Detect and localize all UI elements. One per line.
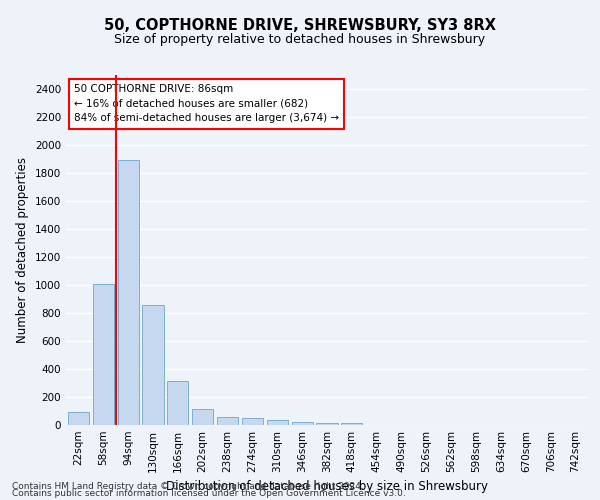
Bar (316, 423, 338, 425)
Bar (167, 381, 188, 425)
Y-axis label: Number of detached properties: Number of detached properties (16, 157, 29, 343)
Text: Contains public sector information licensed under the Open Government Licence v3: Contains public sector information licen… (12, 490, 406, 498)
Text: Size of property relative to detached houses in Shrewsbury: Size of property relative to detached ho… (115, 32, 485, 46)
X-axis label: Distribution of detached houses by size in Shrewsbury: Distribution of detached houses by size … (166, 480, 488, 494)
Bar (242, 418, 263, 425)
Bar (68, 412, 89, 425)
Bar (192, 409, 213, 425)
Bar (267, 420, 288, 425)
Text: 50 COPTHORNE DRIVE: 86sqm
← 16% of detached houses are smaller (682)
84% of semi: 50 COPTHORNE DRIVE: 86sqm ← 16% of detac… (74, 84, 339, 124)
Bar (217, 417, 238, 425)
Text: Contains HM Land Registry data © Crown copyright and database right 2024.: Contains HM Land Registry data © Crown c… (12, 482, 364, 491)
Bar (118, 160, 139, 425)
Text: 50, COPTHORNE DRIVE, SHREWSBURY, SY3 8RX: 50, COPTHORNE DRIVE, SHREWSBURY, SY3 8RX (104, 18, 496, 32)
Bar (93, 284, 114, 425)
Bar (142, 304, 164, 425)
Bar (341, 424, 362, 425)
Bar (292, 422, 313, 425)
